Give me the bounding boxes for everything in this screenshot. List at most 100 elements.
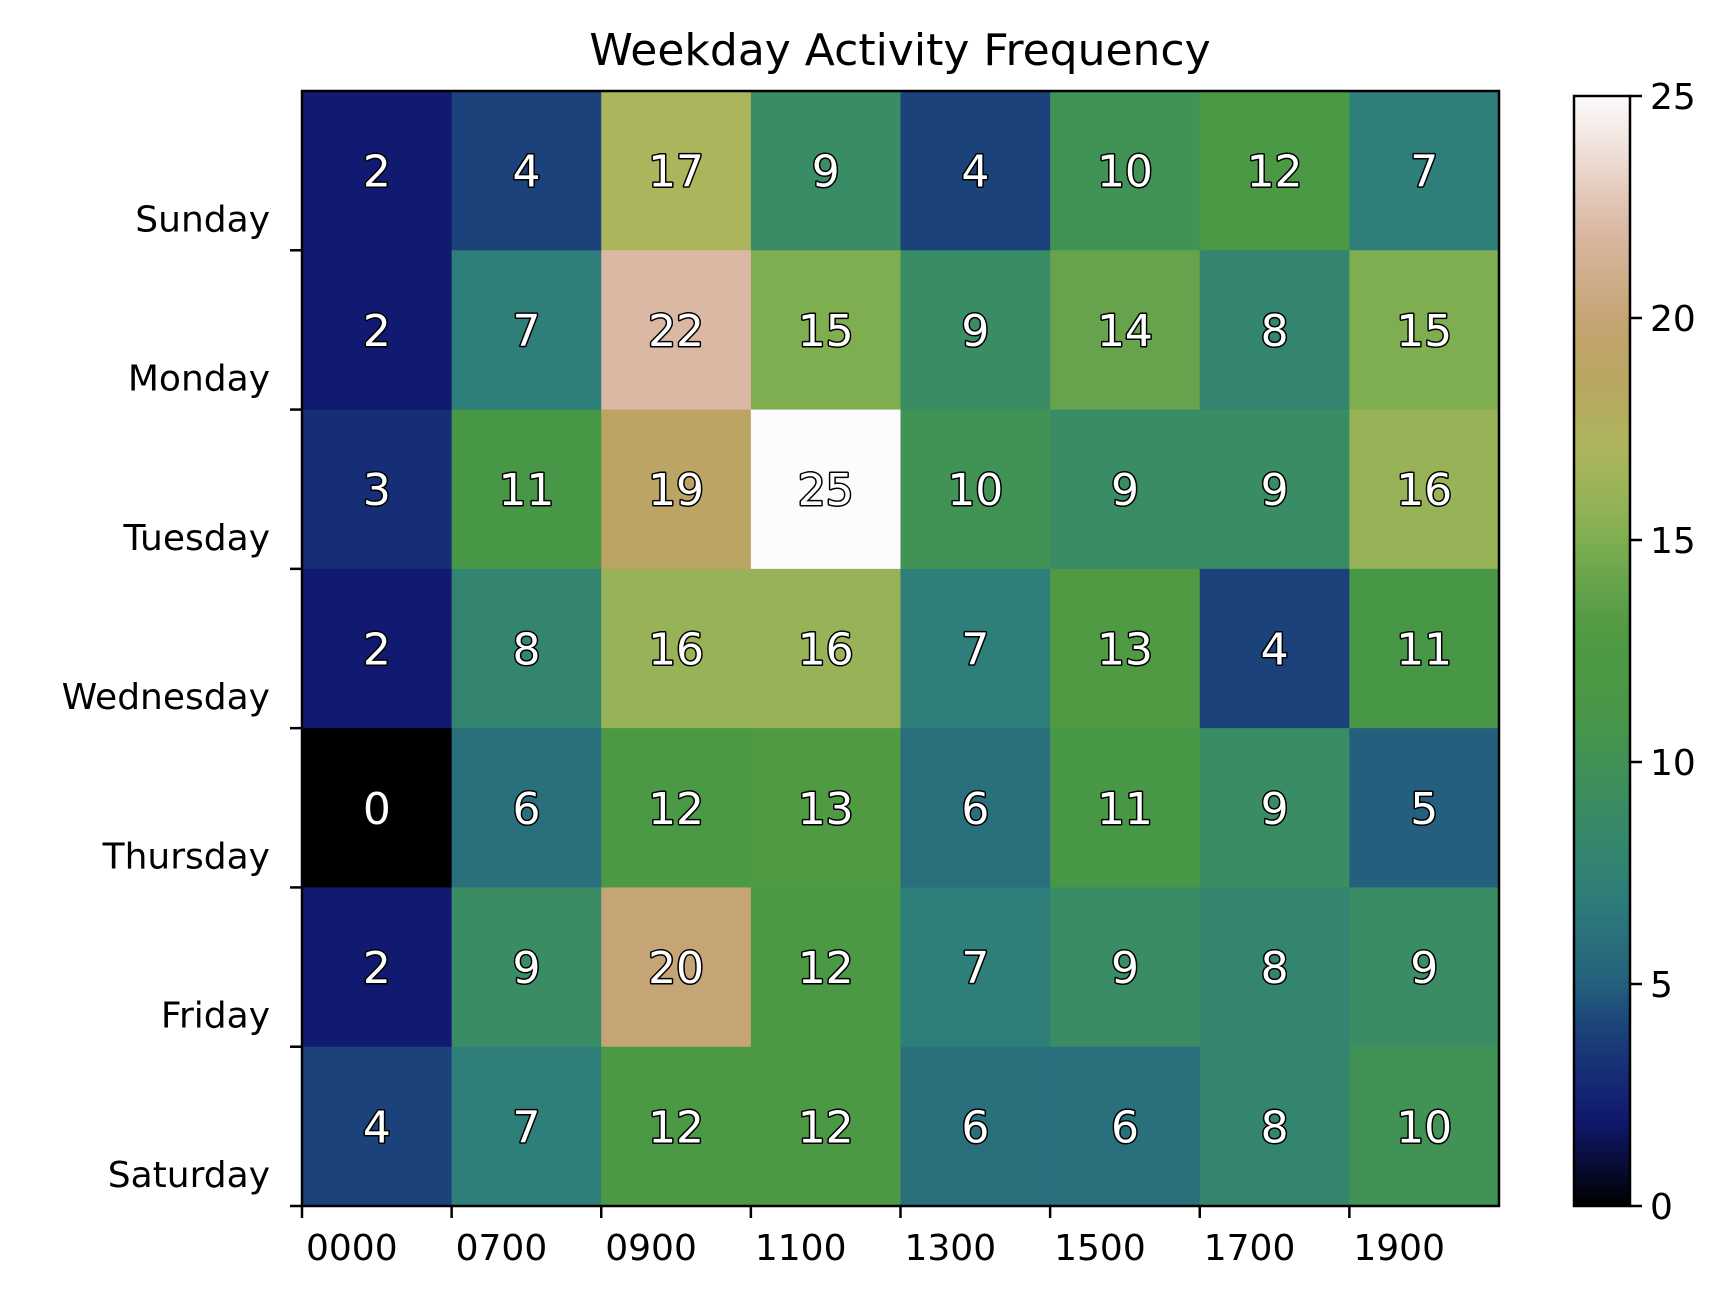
cell-value-label: 7 (512, 1102, 540, 1153)
cell-value-label: 16 (798, 625, 854, 676)
heatmap-cell (451, 728, 602, 889)
cell-value-label: 2 (363, 943, 391, 994)
x-tick-label: 1500 (1054, 1228, 1146, 1269)
cell-value-label: 14 (1097, 306, 1153, 357)
cell-value-label: 9 (1111, 465, 1139, 516)
cell-value-label: 13 (798, 784, 854, 835)
y-tick-label: Thursday (102, 836, 270, 877)
heatmap-cell (1050, 409, 1201, 570)
heatmap-cell (1349, 250, 1500, 411)
heatmap-cell (302, 1046, 453, 1207)
cell-value-label: 20 (648, 943, 704, 994)
heatmap-cell (750, 250, 902, 411)
heatmap-cell (451, 250, 602, 411)
heatmap-cell (1199, 409, 1350, 570)
heatmap-cell (750, 91, 902, 251)
cell-value-label: 4 (363, 1102, 391, 1153)
x-tick-label: 0000 (306, 1228, 398, 1269)
cell-value-label: 2 (363, 306, 391, 357)
x-axis: 0000 0700 0900 1100 1300 1500 1700 1900 (300, 1206, 1445, 1269)
colorbar-tick-label: 5 (1650, 965, 1673, 1006)
x-tick-label: 1900 (1353, 1228, 1445, 1269)
cell-value-label: 2 (363, 147, 391, 198)
heatmap-cell (451, 91, 602, 251)
cell-value-label: 16 (648, 625, 704, 676)
cell-value-label: 12 (798, 1102, 854, 1153)
heatmap-cell (302, 91, 453, 251)
cell-value-label: 13 (1097, 625, 1153, 676)
heatmap-cell (900, 887, 1051, 1048)
cell-value-label: 8 (512, 625, 540, 676)
heatmap-cell (1050, 887, 1201, 1048)
heatmap-cell (1199, 568, 1350, 729)
cell-value-label: 9 (812, 147, 840, 198)
heatmap-cell-labels: 2 4 17 9 4 10 12 72 7 22 15 9 14 8 153 11 19 25 10 9 9 162 8 16… (361, 145, 1453, 1155)
y-axis: Sunday Monday Tuesday Wednesday Thursday Frid… (62, 199, 302, 1208)
heatmap-cell (302, 250, 453, 411)
heatmap-cell (601, 91, 752, 251)
heatmap-cell (1349, 887, 1500, 1048)
cell-value-label: 2 (363, 625, 391, 676)
heatmap-cell (601, 250, 752, 411)
heatmap-cell (1199, 91, 1350, 251)
cell-value-label: 4 (1261, 625, 1289, 676)
cell-value-label: 5 (1410, 784, 1438, 835)
cell-value-label: 8 (1261, 306, 1289, 357)
cell-value-label: 12 (648, 784, 704, 835)
cell-value-label: 11 (1396, 625, 1452, 676)
heatmap-cell (1199, 887, 1350, 1048)
heatmap-cell (900, 728, 1051, 889)
heatmap-cell (302, 568, 453, 729)
cell-value-label: 6 (961, 1102, 989, 1153)
colorbar-tick-label: 25 (1650, 77, 1696, 118)
heatmap-cell (1349, 1046, 1500, 1207)
cell-value-label: 3 (363, 465, 391, 516)
cell-value-label: 9 (961, 306, 989, 357)
heatmap-cell (1349, 568, 1500, 729)
heatmap-cell (601, 1046, 752, 1207)
heatmap-cell (302, 728, 453, 889)
cell-value-label: 0 (363, 784, 391, 835)
heatmap-cell (1199, 250, 1350, 411)
cell-value-label: 7 (1410, 147, 1438, 198)
cell-value-label: 15 (1396, 306, 1452, 357)
heatmap-cell (451, 887, 602, 1048)
cell-value-label: 8 (1261, 1102, 1289, 1153)
colorbar-scale (1572, 94, 1632, 1208)
cell-value-label: 6 (512, 784, 540, 835)
cell-value-label: 9 (1111, 943, 1139, 994)
cell-value-label: 9 (512, 943, 540, 994)
heatmap-cells (302, 91, 1500, 1207)
cell-value-label: 17 (648, 147, 704, 198)
cell-value-label: 10 (947, 465, 1003, 516)
heatmap-cell (601, 568, 752, 729)
colorbar-tick-label: 20 (1650, 299, 1696, 340)
heatmap-cell (1349, 409, 1500, 570)
heatmap-cell (750, 1046, 902, 1207)
heatmap-cell (451, 409, 602, 570)
cell-value-label: 12 (648, 1102, 704, 1153)
colorbar-tick-label: 10 (1650, 743, 1696, 784)
cell-value-label: 9 (1261, 784, 1289, 835)
heatmap-cell (750, 409, 902, 570)
heatmap-cell (601, 728, 752, 889)
heatmap-cell (900, 250, 1051, 411)
heatmap-cell (1050, 728, 1201, 889)
heatmap-cell (1199, 728, 1350, 889)
x-tick-label: 1300 (905, 1228, 997, 1269)
colorbar-tick-label: 0 (1650, 1187, 1673, 1228)
cell-value-label: 8 (1261, 943, 1289, 994)
cell-value-label: 11 (1097, 784, 1153, 835)
heatmap-cell (900, 1046, 1051, 1207)
heatmap-cell (750, 568, 902, 729)
heatmap-cell (900, 568, 1051, 729)
cell-value-label: 6 (961, 784, 989, 835)
heatmap-cell (601, 887, 752, 1048)
cell-value-label: 12 (798, 943, 854, 994)
cell-value-label: 10 (1396, 1102, 1452, 1153)
heatmap-cell (302, 887, 453, 1048)
chart-title: Weekday Activity Frequency (589, 25, 1210, 76)
heatmap-cell (451, 568, 602, 729)
y-tick-label: Tuesday (123, 518, 270, 559)
